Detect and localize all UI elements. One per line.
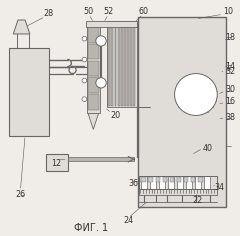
Circle shape: [96, 78, 106, 88]
Text: ФИГ. 1: ФИГ. 1: [74, 223, 108, 233]
Text: 36: 36: [129, 179, 139, 188]
Circle shape: [82, 78, 87, 83]
Text: 16: 16: [225, 97, 235, 105]
Text: 30: 30: [225, 85, 235, 94]
Bar: [108, 22, 110, 106]
Bar: [124, 22, 126, 106]
Bar: [141, 177, 146, 182]
Bar: [88, 27, 99, 42]
Bar: [114, 22, 116, 106]
Text: 0.085: 0.085: [22, 195, 25, 196]
Text: 10: 10: [223, 7, 233, 16]
Bar: [88, 44, 99, 59]
Circle shape: [82, 97, 87, 101]
Bar: [111, 22, 113, 106]
Circle shape: [82, 57, 87, 62]
Text: 32: 32: [225, 67, 235, 76]
Bar: [159, 176, 165, 189]
Bar: [141, 176, 147, 189]
Bar: [163, 177, 167, 182]
Text: 20: 20: [110, 111, 120, 120]
Bar: [150, 176, 156, 189]
Bar: [88, 94, 99, 110]
Text: 50: 50: [84, 7, 94, 16]
Bar: [186, 176, 192, 189]
Bar: [127, 22, 129, 106]
Bar: [86, 21, 137, 27]
Bar: [133, 22, 135, 106]
Text: 60: 60: [138, 7, 148, 16]
Bar: [177, 177, 181, 182]
Text: 52: 52: [103, 7, 114, 16]
Bar: [204, 176, 210, 189]
Circle shape: [96, 36, 106, 46]
Bar: [87, 25, 100, 113]
Text: 22: 22: [192, 196, 202, 205]
Bar: [168, 176, 174, 189]
Bar: [118, 22, 120, 106]
Text: 12: 12: [51, 159, 61, 168]
Bar: [156, 177, 160, 182]
Bar: [130, 22, 132, 106]
Text: 14: 14: [225, 62, 235, 71]
Bar: [177, 176, 183, 189]
Bar: [139, 176, 217, 189]
Polygon shape: [88, 113, 99, 129]
Bar: [170, 177, 174, 182]
Text: 26: 26: [15, 190, 25, 199]
Bar: [47, 154, 68, 171]
Bar: [88, 77, 99, 93]
Bar: [184, 177, 188, 182]
Text: 34: 34: [215, 183, 225, 192]
Polygon shape: [13, 20, 30, 34]
Text: 40: 40: [203, 143, 213, 152]
Bar: [149, 177, 153, 182]
Bar: [195, 176, 201, 189]
Bar: [139, 189, 217, 195]
Bar: [107, 21, 137, 107]
Text: 24: 24: [123, 216, 133, 225]
Text: 28: 28: [44, 8, 54, 17]
Bar: [8, 48, 49, 136]
Bar: [138, 17, 226, 207]
Bar: [191, 177, 195, 182]
Circle shape: [82, 36, 87, 41]
Bar: [68, 157, 134, 161]
Text: 38: 38: [225, 113, 235, 122]
Bar: [88, 60, 99, 76]
Text: 18: 18: [225, 33, 235, 42]
Circle shape: [174, 74, 217, 115]
Bar: [198, 177, 203, 182]
Bar: [121, 22, 123, 106]
